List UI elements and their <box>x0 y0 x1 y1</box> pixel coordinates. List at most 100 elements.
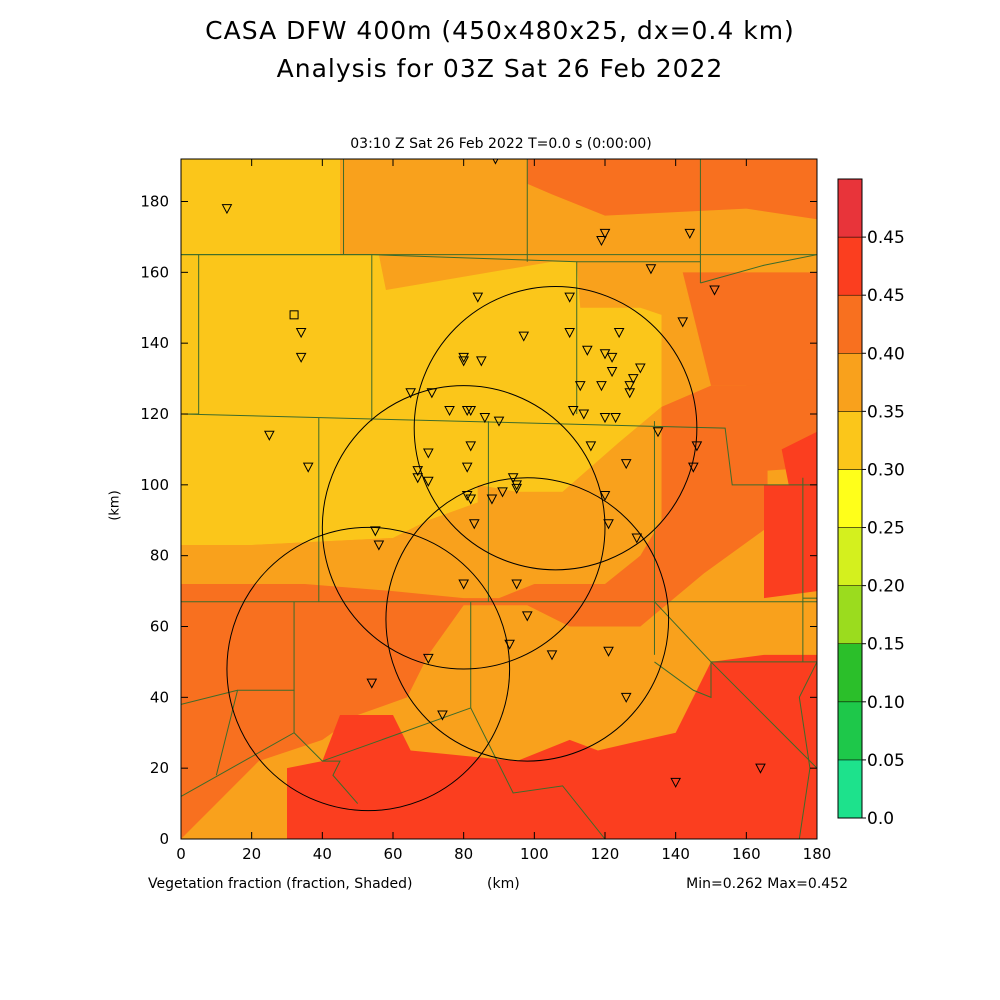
station-marker-29 <box>426 388 438 399</box>
station-marker-17 <box>458 356 469 367</box>
county-boundary-18 <box>322 707 471 762</box>
colorbar-swatch <box>837 411 863 470</box>
station-marker-38 <box>610 413 621 424</box>
colorbar-swatch <box>837 643 863 703</box>
colorbar-label: 0.30 <box>867 460 905 480</box>
station-marker-34 <box>493 416 505 427</box>
station-marker-8 <box>295 328 307 339</box>
radar-range-ring-0 <box>413 286 698 571</box>
chart-title: CASA DFW 400m (450x480x25, dx=0.4 km) <box>205 16 795 45</box>
station-marker-2 <box>596 235 607 247</box>
station-marker-39 <box>652 427 664 438</box>
station-marker-14 <box>582 345 593 356</box>
station-marker-62 <box>370 526 381 537</box>
county-boundary-19 <box>470 707 606 839</box>
colorbar-label: 0.25 <box>867 519 905 539</box>
station-marker-19 <box>599 349 611 360</box>
colorbar-label: 0.35 <box>867 402 905 422</box>
station-marker-40 <box>691 441 703 452</box>
colorbar-swatch <box>837 701 863 761</box>
colorbar-label: 0.45 <box>867 286 905 306</box>
colorbar-label: 0.40 <box>867 344 905 364</box>
x-tick-label: 100 <box>520 845 549 863</box>
station-square-marker <box>289 310 299 320</box>
station-marker-58 <box>511 480 522 491</box>
x-tick-label: 60 <box>383 845 402 863</box>
station-marker-71 <box>423 653 434 664</box>
y-tick-label: 120 <box>140 405 169 423</box>
station-marker-61 <box>631 533 643 544</box>
station-marker-21 <box>606 367 618 378</box>
station-marker-16 <box>458 352 469 363</box>
station-marker-53 <box>511 483 522 494</box>
station-marker-57 <box>486 494 498 505</box>
plot-frame <box>180 158 818 840</box>
county-boundary-8 <box>700 254 817 284</box>
station-marker-59 <box>599 490 611 502</box>
station-marker-56 <box>465 494 477 505</box>
x-tick-label: 140 <box>661 845 690 863</box>
county-boundary-15 <box>181 689 238 705</box>
station-marker-15 <box>613 328 625 339</box>
colorbar-label: 0.0 <box>867 809 894 829</box>
station-marker-47 <box>302 462 314 473</box>
shaded-region-3 <box>181 406 662 599</box>
y-tick-label: 0 <box>159 830 169 848</box>
station-marker-69 <box>546 650 558 661</box>
station-marker-60 <box>603 519 614 530</box>
y-tick-label: 60 <box>150 618 169 636</box>
colorbar-swatch <box>837 469 863 528</box>
county-boundary-22 <box>654 661 712 699</box>
station-marker-5 <box>645 264 657 275</box>
colorbar-swatch <box>837 353 863 412</box>
county-boundary-25 <box>798 661 817 839</box>
station-marker-63 <box>373 540 385 551</box>
station-marker-23 <box>627 374 639 385</box>
y-tick-label: 160 <box>140 263 169 281</box>
station-marker-75 <box>670 777 681 788</box>
station-marker-22 <box>635 363 646 374</box>
station-marker-48 <box>412 466 424 477</box>
colorbar-label: 0.05 <box>867 751 905 771</box>
colorbar-label: 0.10 <box>867 693 905 713</box>
y-tick-label: 140 <box>140 334 169 352</box>
plot-area <box>181 159 817 839</box>
y-tick-label: 180 <box>140 193 169 211</box>
station-marker-27 <box>624 388 636 399</box>
station-marker-37 <box>599 413 611 424</box>
station-marker-73 <box>437 710 448 721</box>
station-marker-50 <box>423 476 434 487</box>
y-tick-label: 100 <box>140 476 169 494</box>
colorbar-label: 0.20 <box>867 577 905 597</box>
county-boundary-17 <box>293 732 359 804</box>
station-marker-66 <box>511 579 522 590</box>
x-tick-label: 160 <box>732 845 761 863</box>
station-marker-76 <box>755 763 766 774</box>
x-axis-unit: (km) <box>487 876 520 892</box>
y-axis-unit: (km) <box>107 490 123 521</box>
x-tick-label: 20 <box>242 845 261 863</box>
station-marker-74 <box>620 692 632 703</box>
station-marker-42 <box>423 448 434 459</box>
radar-range-ring-3 <box>226 526 511 812</box>
station-marker-35 <box>567 405 579 417</box>
station-marker-49 <box>412 473 424 484</box>
station-marker-45 <box>620 459 632 470</box>
station-marker-4 <box>684 228 696 239</box>
station-marker-24 <box>574 381 586 392</box>
colorbar-label: 0.45 <box>867 228 905 248</box>
colorbar-frame <box>837 178 863 819</box>
radar-range-ring-1 <box>321 385 606 670</box>
colorbar-swatch <box>837 527 863 586</box>
county-boundary-14 <box>215 601 295 776</box>
shaded-region-1 <box>181 159 340 255</box>
variable-label: Vegetation fraction (fraction, Shaded) <box>148 876 413 892</box>
station-marker-28 <box>405 388 416 399</box>
colorbar-swatch <box>837 236 863 296</box>
station-marker-3 <box>599 228 611 239</box>
radar-range-ring-2 <box>385 477 670 762</box>
station-marker-52 <box>507 473 519 484</box>
station-marker-10 <box>472 292 484 303</box>
colorbar-swatch <box>837 585 863 644</box>
